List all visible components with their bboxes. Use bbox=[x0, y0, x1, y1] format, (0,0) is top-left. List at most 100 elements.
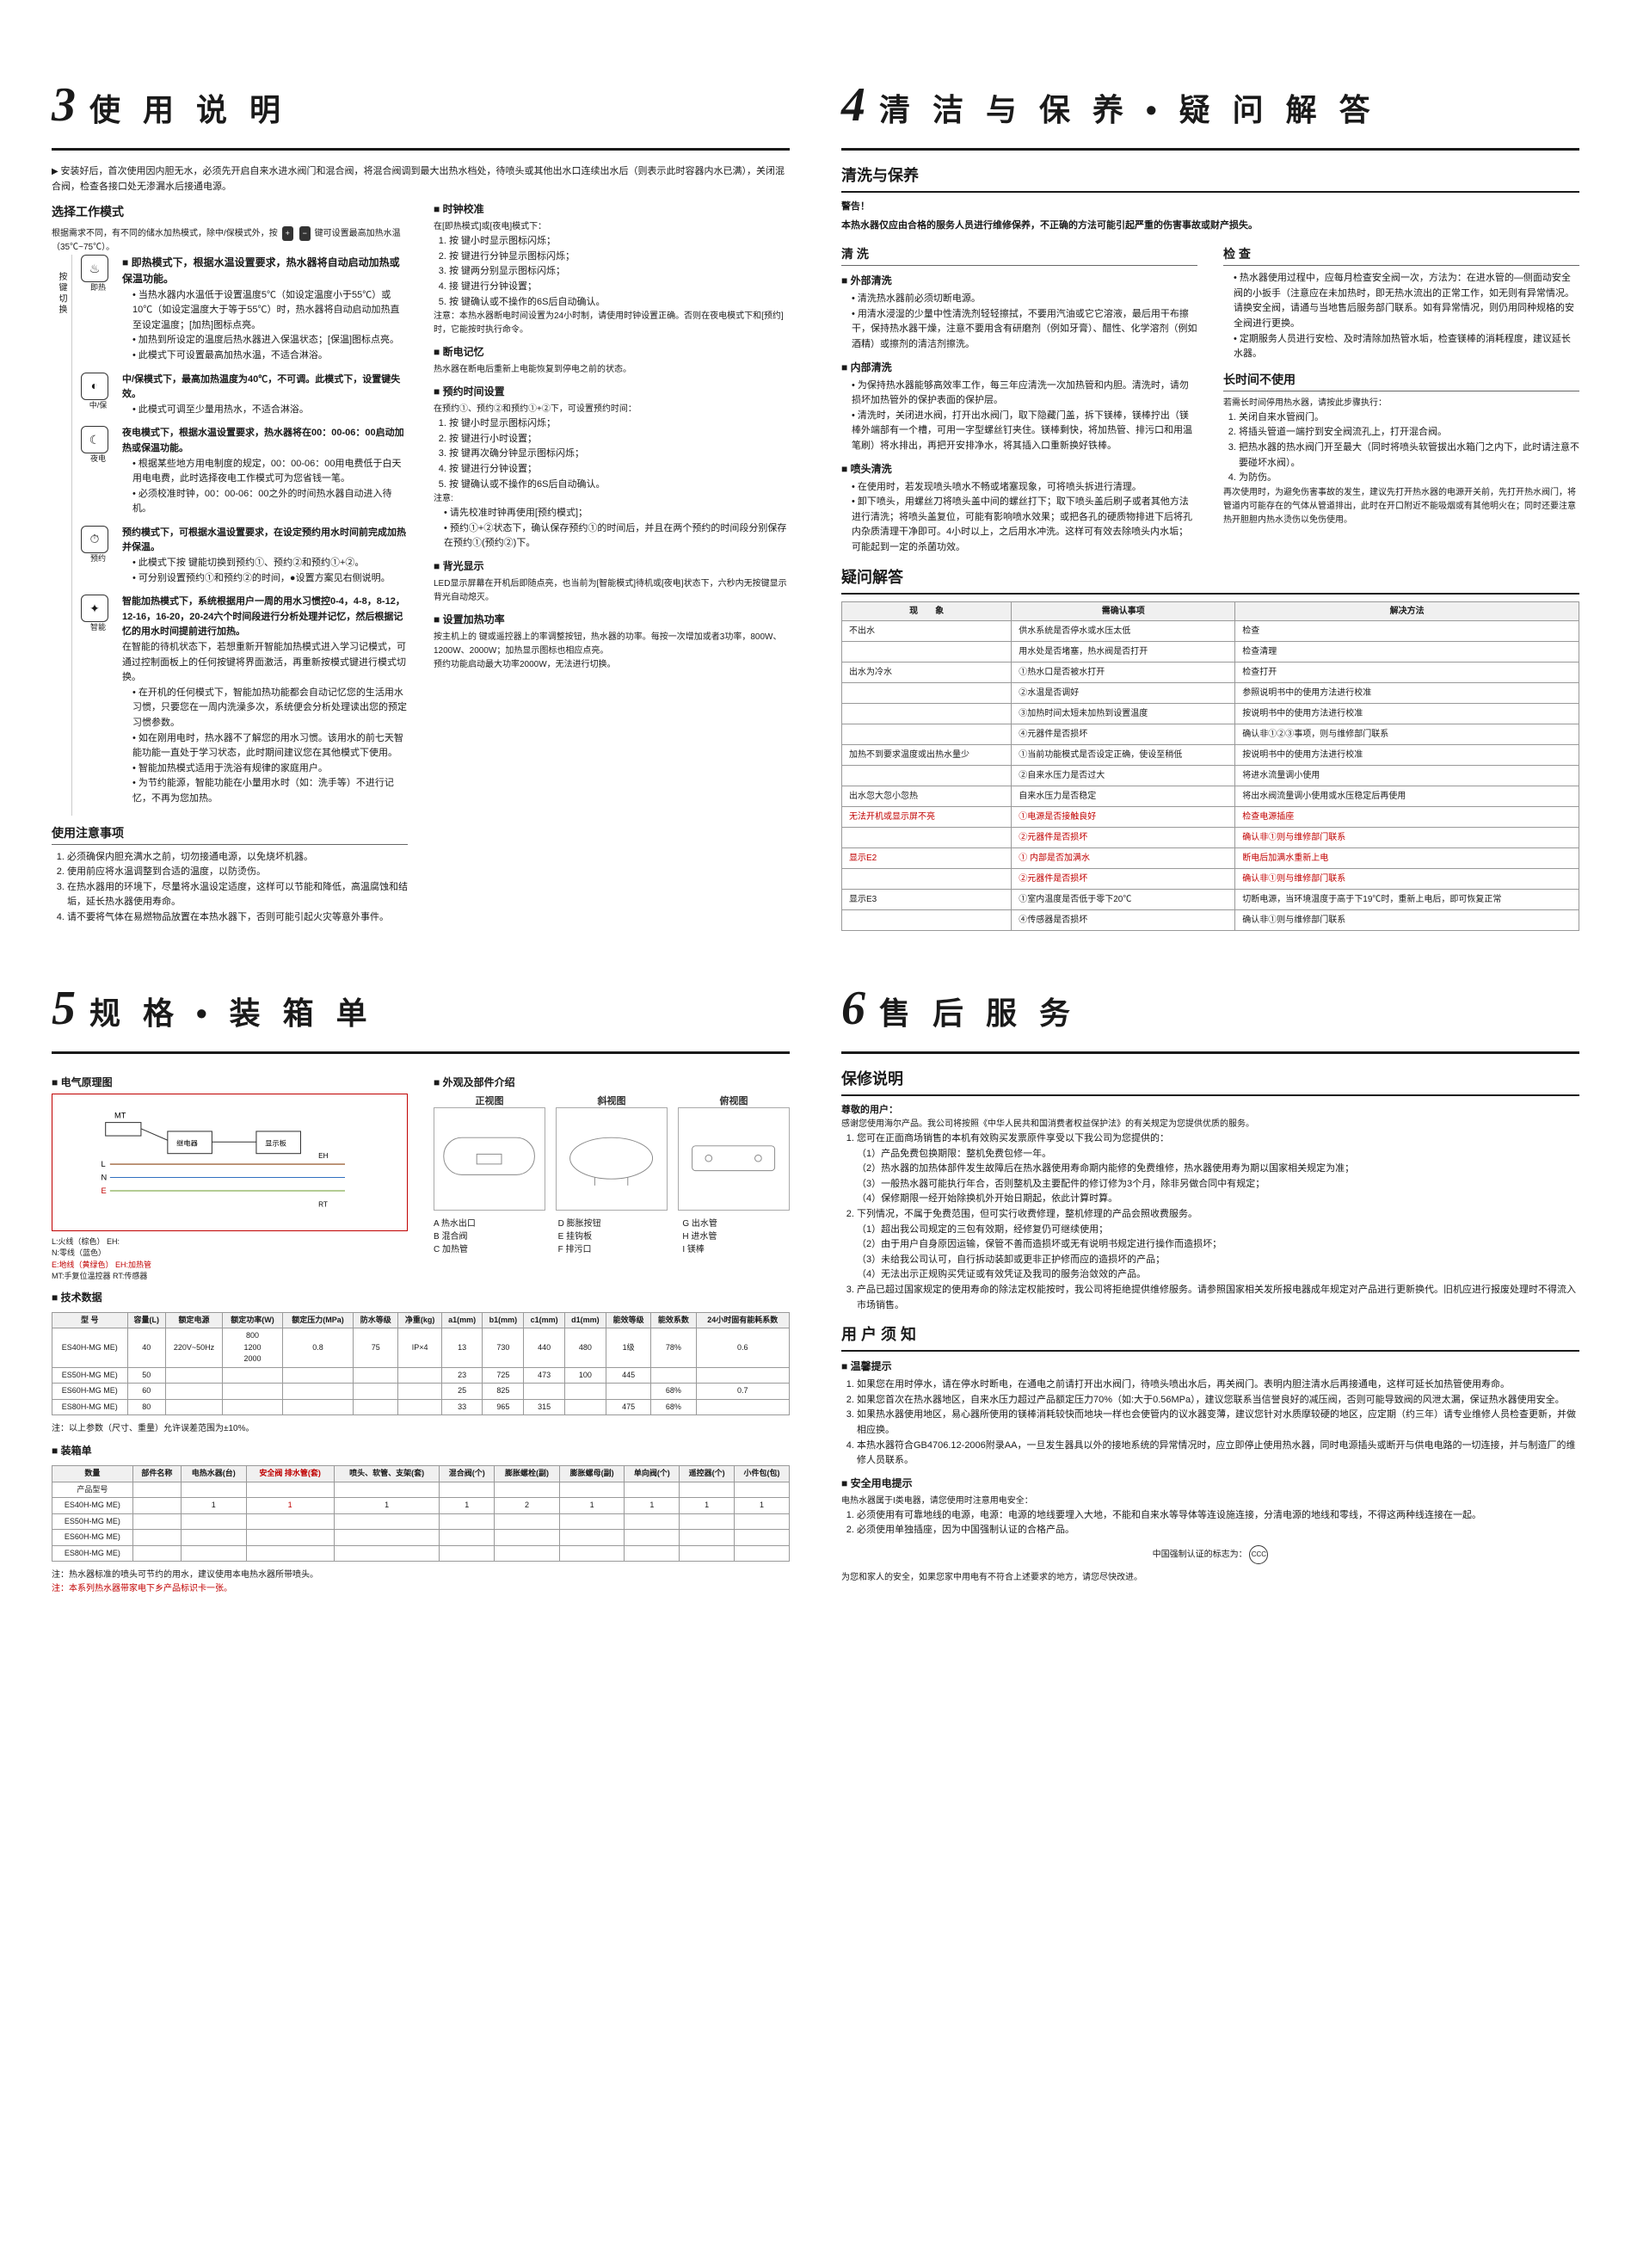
mode-reserve: ⏱ 预约 预约模式下，可根据水温设置要求，在设定预约用水时间前完成加热并保温。 … bbox=[81, 526, 408, 586]
key-minus-icon: − bbox=[299, 226, 311, 240]
qa-row: 显示E2① 内部是否加满水断电后加满水重新上电 bbox=[842, 847, 1579, 868]
pack-row: ES60H-MG ME) bbox=[52, 1530, 790, 1546]
front-view: 正视图 bbox=[434, 1107, 545, 1211]
qa-row: 不出水供水系统是否停水或水压太低检查 bbox=[842, 620, 1579, 641]
qa-row: ②元器件是否损坏确认非①则与维修部门联系 bbox=[842, 868, 1579, 889]
svg-text:E: E bbox=[102, 1186, 107, 1195]
mode-selection-col: 选择工作模式 根据需求不同，有不同的储水加热模式，除中/保模式外，按 + − 键… bbox=[52, 194, 408, 925]
instant-heat-icon: ♨ bbox=[81, 255, 108, 282]
mode-mid: ◐ 中/保 中/保模式下，最高加热温度为40℃，不可调。此模式下，设置键失效。 … bbox=[81, 373, 408, 418]
section-title-6: 售 后 服 务 bbox=[879, 990, 1077, 1037]
mode-rail-label: 按 键 切 换 bbox=[52, 255, 72, 815]
qa-row: ②水温是否调好参照说明书中的使用方法进行校准 bbox=[842, 682, 1579, 703]
qa-row: ②元器件是否损坏确认非①则与维修部门联系 bbox=[842, 827, 1579, 847]
tech-row: ES40H-MG ME)40220V~50Hz800 1200 20000.87… bbox=[52, 1328, 790, 1368]
side-view: 斜视图 bbox=[556, 1107, 668, 1211]
qa-row: 出水忽大忽小忽热自来水压力是否稳定将出水阀流量调小使用或水压稳定后再使用 bbox=[842, 786, 1579, 806]
power-title: 设置加热功率 bbox=[434, 612, 790, 627]
svg-text:N: N bbox=[102, 1173, 108, 1181]
warranty-list: 您可在正面商场销售的本机有效购买发票原件享受以下我公司为您提供的： （1）产品免… bbox=[841, 1131, 1579, 1313]
reserve-time-title: 预约时间设置 bbox=[434, 384, 790, 399]
mode-instant-bullets: 当热水器内水温低于设置温度5℃（如设定温度小于55℃）或10℃（如设定温度大于等… bbox=[122, 288, 408, 364]
qa-row: ③加热时间太短未加热到设置温度按说明书中的使用方法进行校准 bbox=[842, 703, 1579, 724]
section-3: 3 使 用 说 明 安装好后，首次使用因内胆无水，必须先开启自来水进水阀门和混合… bbox=[52, 69, 790, 938]
section-6: 6 售 后 服 务 保修说明 尊敬的用户： 感谢您使用海尔产品。我公司将按照《中… bbox=[841, 972, 1579, 1597]
clock-steps: 按 键小时显示图标闪烁； 按 键进行分钟显示图标闪烁； 按 键两分别显示图标闪烁… bbox=[434, 234, 790, 310]
circuit-col: 电气原理图 MT 继电器 显示板 L N E EH bbox=[52, 1068, 408, 1283]
key-plus-icon: + bbox=[282, 226, 293, 240]
mode-intro: 根据需求不同，有不同的储水加热模式，除中/保模式外，按 + − 键可设置最高加热… bbox=[52, 226, 408, 255]
clock-title: 时钟校准 bbox=[434, 201, 790, 217]
tech-row: ES50H-MG ME)5023725473100445 bbox=[52, 1367, 790, 1384]
pack-table: 数量部件名称电热水器(台)安全阀 排水管(套)喷头、软管、支架(套)混合阀(个)… bbox=[52, 1465, 790, 1562]
svg-text:显示板: 显示板 bbox=[265, 1138, 286, 1147]
pack-title: 装箱单 bbox=[52, 1443, 790, 1458]
settings-col: 时钟校准 在[即热模式]或[夜电]模式下： 按 键小时显示图标闪烁； 按 键进行… bbox=[434, 194, 790, 925]
safety-list: 必须使用有可靠地线的电源，电源：电源的地线要埋入大地，不能和自来水等导体等连设施… bbox=[841, 1508, 1579, 1538]
mode-instant: ♨ 即热 即热模式下，根据水温设置要求，热水器将自动启动加热或保温功能。 当热水… bbox=[81, 255, 408, 363]
backlight-title: 背光显示 bbox=[434, 558, 790, 574]
section-5: 5 规 格 • 装 箱 单 电气原理图 MT 继电器 显示板 L N E bbox=[52, 972, 790, 1597]
mode-night: ☾ 夜电 夜电模式下，根据水温设置要求，热水器将在00：00-06：00启动加热… bbox=[81, 426, 408, 517]
top-view: 俯视图 bbox=[678, 1107, 790, 1211]
reserve-icon: ⏱ bbox=[81, 526, 108, 553]
mem-title: 断电记忆 bbox=[434, 344, 790, 360]
tech-table: 型 号容量(L)额定电源额定功率(W)额定压力(MPa)防水等级净重(kg)a1… bbox=[52, 1312, 790, 1416]
safety-heading: 安全用电提示 bbox=[841, 1476, 1579, 1491]
pack-note-red: 注：本系列热水器带家电下乡产品标识卡一张。 bbox=[52, 1582, 790, 1596]
qa-row: ④元器件是否损坏确认非①②③事项，则与维修部门联系 bbox=[842, 724, 1579, 744]
tech-title: 技术数据 bbox=[52, 1290, 790, 1305]
qa-table: 现 象 需确认事项 解决方法 不出水供水系统是否停水或水压太低检查用水处是否堵塞… bbox=[841, 601, 1579, 931]
qa-row: ②自来水压力是否过大将进水流量调小使用 bbox=[842, 765, 1579, 786]
pack-row: ES80H-MG ME) bbox=[52, 1545, 790, 1562]
check-col: 检 查 热水器使用过程中，应每月检查安全阀一次，方法为：在进水管的—侧面动安全阀… bbox=[1223, 237, 1579, 555]
intro-instruction: 安装好后，首次使用因内胆无水，必须先开启自来水进水阀门和混合阀，将混合阀调到最大… bbox=[52, 164, 790, 194]
pack-row: 产品型号 bbox=[52, 1482, 790, 1498]
warranty-title: 保修说明 bbox=[841, 1068, 1579, 1096]
night-icon: ☾ bbox=[81, 426, 108, 453]
qa-row: 出水为冷水①热水口是否被水打开检查打开 bbox=[842, 662, 1579, 682]
section-title-4: 清 洁 与 保 养 • 疑 问 解 答 bbox=[879, 87, 1377, 133]
tech-row: ES80H-MG ME)803396531547568% bbox=[52, 1399, 790, 1415]
smart-icon: ✦ bbox=[81, 595, 108, 622]
mode-smart: ✦ 智能 智能加热模式下，系统根据用户一周的用水习惯控0-4，4-8，8-12，… bbox=[81, 595, 408, 806]
qa-title: 疑问解答 bbox=[841, 566, 1579, 595]
warning-label: 警告！ bbox=[841, 200, 1579, 215]
qa-row: 加热不到要求温度或出热水量少①当前功能模式是否设定正确，使设至稍低按说明书中的使… bbox=[842, 744, 1579, 765]
tips-list: 如果您在用时停水，请在停水时断电，在通电之前请打开出水阀门，待喷头喷出水后，再关… bbox=[841, 1377, 1579, 1469]
qa-row: 显示E3①室内温度是否低于零下20℃切断电源，当环境温度于高于下19℃时，重新上… bbox=[842, 889, 1579, 909]
mode-title: 选择工作模式 bbox=[52, 203, 408, 221]
svg-text:L: L bbox=[102, 1160, 106, 1168]
qa-row: 无法开机或显示屏不亮①电源是否接触良好检查电源插座 bbox=[842, 806, 1579, 827]
section-num-6: 6 bbox=[841, 972, 865, 1045]
section-title-5: 规 格 • 装 箱 单 bbox=[89, 990, 374, 1037]
user-notice-title: 用 户 须 知 bbox=[841, 1323, 1579, 1352]
qa-row: ④传感器是否损坏确认非①则与维修部门联系 bbox=[842, 909, 1579, 930]
parts-col: 外观及部件介绍 正视图 斜视图 俯视图 A 热水出口 B 混合阀 bbox=[434, 1068, 790, 1283]
svg-text:MT: MT bbox=[114, 1111, 126, 1119]
section-num-4: 4 bbox=[841, 69, 865, 141]
clean-title: 清洗与保养 bbox=[841, 164, 1579, 193]
pack-row: ES40H-MG ME)111121111 bbox=[52, 1498, 790, 1514]
ccc-mark-icon: CCC bbox=[1249, 1545, 1268, 1564]
circuit-legend: L:火线（棕色） EH: N:零线（蓝色） E:地线（黄绿色） EH:加热管 M… bbox=[52, 1236, 408, 1283]
section-4: 4 清 洁 与 保 养 • 疑 问 解 答 清洗与保养 警告！ 本热水器仅应由合… bbox=[841, 69, 1579, 938]
svg-text:继电器: 继电器 bbox=[176, 1138, 198, 1147]
svg-text:RT: RT bbox=[318, 1200, 328, 1208]
section-num-5: 5 bbox=[52, 972, 76, 1045]
reserve-steps: 按 键小时显示图标闪烁； 按 键进行小时设置； 按 键再次确分钟显示图标闪烁； … bbox=[434, 416, 790, 492]
clean-col: 清 洗 外部清洗 清洗热水器前必须切断电源。 用清水浸湿的少量中性清洗剂轻轻擦拭… bbox=[841, 237, 1197, 555]
warning-text: 本热水器仅应由合格的服务人员进行维修保养，不正确的方法可能引起严重的伤害事故或财… bbox=[841, 219, 1579, 234]
parts-legend: A 热水出口 B 混合阀 C 加热管 D 膨胀按钮 E 挂钩板 F 排污口 G … bbox=[434, 1217, 790, 1256]
svg-text:EH: EH bbox=[318, 1151, 328, 1159]
tips-heading: 温馨提示 bbox=[841, 1359, 1579, 1374]
section-title-3: 使 用 说 明 bbox=[89, 87, 287, 133]
qa-row: 用水处是否堵塞，热水阀是否打开检查清理 bbox=[842, 641, 1579, 662]
pack-row: ES50H-MG ME) bbox=[52, 1513, 790, 1530]
use-notice-title: 使用注意事项 bbox=[52, 824, 408, 845]
tech-row: ES60H-MG ME)602582568%0.7 bbox=[52, 1384, 790, 1400]
use-notice-list: 必须确保内胆充满水之前，切勿接通电源，以免烧坏机器。 使用前应将水温调整到合适的… bbox=[52, 850, 408, 926]
circuit-diagram: MT 继电器 显示板 L N E EH RT bbox=[52, 1094, 408, 1231]
section-num-3: 3 bbox=[52, 69, 76, 141]
mid-keep-icon: ◐ bbox=[81, 373, 108, 400]
